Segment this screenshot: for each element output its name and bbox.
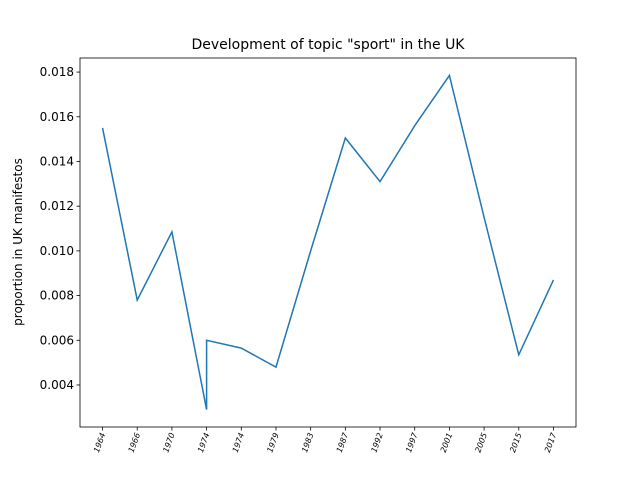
y-tick-label: 0.014 — [40, 154, 74, 168]
y-tick-label: 0.008 — [40, 289, 74, 303]
y-tick-label: 0.004 — [40, 378, 74, 392]
axes-frame — [79, 57, 577, 428]
y-axis-label: proportion in UK manifestos — [11, 158, 25, 326]
chart-title: Development of topic "sport" in the UK — [191, 37, 465, 53]
line — [101, 73, 555, 410]
y-tick-label: 0.012 — [40, 199, 74, 213]
y-tick-label: 0.010 — [40, 244, 74, 258]
y-tick-label: 0.018 — [40, 65, 74, 79]
y-tick-label: 0.016 — [40, 110, 74, 124]
y-tick-label: 0.006 — [40, 333, 74, 347]
